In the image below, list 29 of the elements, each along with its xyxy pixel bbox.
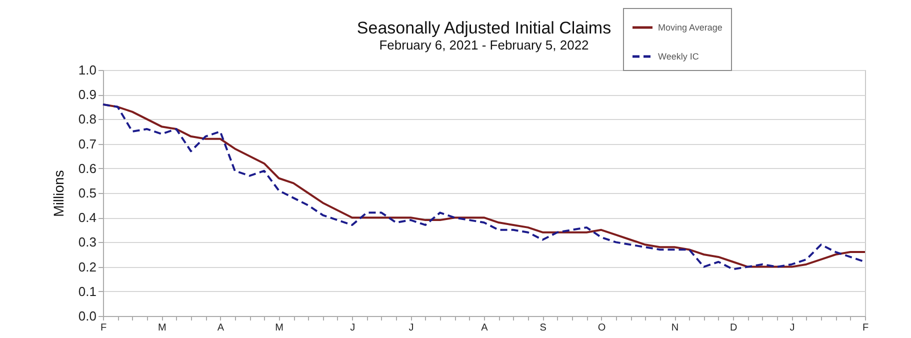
chart-title: Seasonally Adjusted Initial Claims [356,18,612,38]
y-tick-label: 0.3 [78,234,96,250]
x-tick-label: N [671,322,679,334]
x-tick-label: D [730,322,738,334]
y-tick-label: 0.9 [78,87,96,102]
x-tick-label: J [790,322,795,334]
x-tick-label: O [598,322,606,334]
y-tick-label: 0.8 [78,112,96,127]
y-axis-title: Millions [50,170,66,217]
x-tick-label: M [158,322,166,334]
y-tick-label: 1.0 [78,62,96,78]
x-tick-label: M [275,322,284,334]
x-tick-label: A [481,322,488,334]
x-tick-label: F [100,322,107,334]
x-tick-label: J [350,322,356,334]
y-tick-label: 0.2 [78,259,96,274]
y-tick-label: 0.1 [78,284,96,299]
y-tick-label: 0.4 [78,210,96,226]
y-tick-label: 0.0 [78,308,96,324]
legend-label: Moving Average [658,22,722,32]
legend-label: Weekly IC [658,52,700,62]
chart-subtitle: February 6, 2021 - February 5, 2022 [379,38,589,52]
x-tick-label: F [862,322,869,334]
x-tick-label: S [540,322,547,334]
y-tick-label: 0.6 [78,160,96,176]
y-tick-label: 0.5 [78,186,96,200]
y-tick-label: 0.7 [78,136,96,152]
x-tick-label: A [217,322,224,334]
x-tick-label: J [408,322,414,334]
